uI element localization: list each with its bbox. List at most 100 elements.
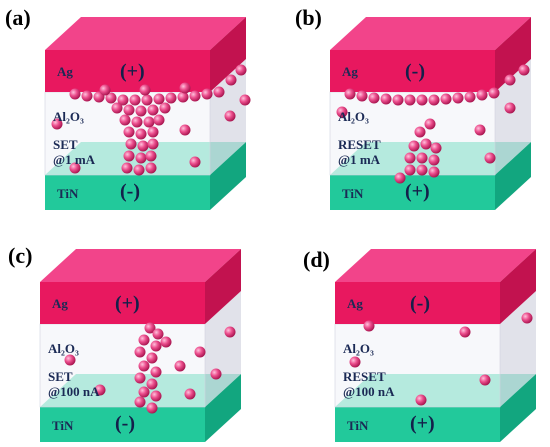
ag-top bbox=[40, 249, 241, 282]
ag-ion bbox=[69, 88, 81, 100]
ag-ion bbox=[504, 102, 516, 114]
ag-ion bbox=[150, 366, 162, 378]
oxide-front bbox=[334, 323, 501, 408]
panel-label: (b) bbox=[295, 5, 322, 30]
bottom-electrode: TiN bbox=[57, 186, 79, 201]
ag-ion bbox=[125, 138, 137, 150]
ag-ion bbox=[428, 94, 440, 106]
panel-label: (a) bbox=[5, 5, 31, 30]
tin-front bbox=[45, 175, 210, 210]
bottom-polarity: (-) bbox=[115, 413, 135, 435]
ag-ion bbox=[452, 92, 464, 104]
bottom-electrode: TiN bbox=[342, 186, 364, 201]
ag-ion bbox=[144, 322, 156, 334]
ag-ion bbox=[141, 94, 153, 106]
tin-front bbox=[40, 407, 205, 442]
ag-ion bbox=[184, 388, 196, 400]
ag-ion bbox=[94, 384, 106, 396]
ag-ion bbox=[420, 138, 432, 150]
ag-ion bbox=[235, 64, 247, 76]
ag-ion bbox=[146, 378, 158, 390]
ag-ion bbox=[81, 90, 93, 102]
ag-ion bbox=[336, 106, 348, 118]
ag-ion bbox=[179, 124, 191, 136]
ag-ion bbox=[111, 102, 123, 114]
bottom-electrode: TiN bbox=[347, 418, 369, 433]
ag-ion bbox=[138, 386, 150, 398]
tin-side bbox=[500, 374, 536, 442]
ag-ion bbox=[415, 394, 427, 406]
bottom-polarity: (-) bbox=[120, 181, 140, 203]
ag-ion bbox=[416, 152, 428, 164]
top-polarity: (-) bbox=[410, 293, 430, 315]
ag-ion bbox=[428, 154, 440, 166]
ag-ion bbox=[474, 124, 486, 136]
ag-ion bbox=[133, 164, 145, 176]
ag-ion bbox=[356, 90, 368, 102]
ag-ion bbox=[464, 91, 476, 103]
ag-top bbox=[45, 17, 246, 50]
top-electrode: Ag bbox=[52, 296, 68, 311]
ag-ion bbox=[394, 172, 406, 184]
ag-side bbox=[495, 17, 531, 92]
current-label: @100 nA bbox=[48, 384, 100, 399]
top-polarity: (-) bbox=[405, 61, 425, 83]
ag-ion bbox=[504, 74, 516, 86]
ag-ion bbox=[177, 91, 189, 103]
top-electrode: Ag bbox=[342, 64, 358, 79]
top-polarity: (+) bbox=[115, 293, 140, 315]
ag-ion bbox=[210, 368, 222, 380]
ag-ion bbox=[416, 164, 428, 176]
current-label: @100 nA bbox=[343, 384, 395, 399]
state-label: RESET bbox=[343, 369, 386, 384]
ag-ion bbox=[117, 94, 129, 106]
ag-ion bbox=[123, 126, 135, 138]
oxide-label: Al₂O₃ bbox=[53, 109, 84, 124]
ag-ion bbox=[392, 94, 404, 106]
ag-ion bbox=[159, 102, 171, 114]
tin-side bbox=[495, 142, 531, 210]
ag-ion bbox=[134, 372, 146, 384]
ag-front bbox=[330, 50, 495, 92]
ag-ion bbox=[416, 94, 428, 106]
ag-top bbox=[335, 249, 536, 282]
ag-front bbox=[335, 282, 500, 324]
bottom-polarity: (+) bbox=[405, 181, 430, 203]
ag-ion bbox=[145, 150, 157, 162]
ag-side bbox=[500, 249, 536, 324]
ag-ion bbox=[129, 94, 141, 106]
ag-ion bbox=[225, 74, 237, 86]
oxide-label: Al₂O₃ bbox=[48, 341, 79, 356]
ag-ion bbox=[123, 150, 135, 162]
ag-side bbox=[210, 17, 246, 92]
ag-ion bbox=[488, 87, 500, 99]
ag-ion bbox=[224, 110, 236, 122]
tin-front bbox=[330, 175, 495, 210]
ag-ion bbox=[408, 140, 420, 152]
ag-ion bbox=[440, 93, 452, 105]
ag-ion bbox=[428, 166, 440, 178]
ag-ion bbox=[105, 92, 117, 104]
ag-ion bbox=[521, 312, 533, 324]
ag-ion bbox=[160, 336, 172, 348]
ag-top bbox=[330, 17, 531, 50]
ag-ion bbox=[349, 356, 361, 368]
top-polarity: (+) bbox=[120, 61, 145, 83]
ag-ion bbox=[119, 114, 131, 126]
ag-ion bbox=[363, 320, 375, 332]
ag-ion bbox=[153, 93, 165, 105]
oxide-label: Al₂O₃ bbox=[338, 109, 369, 124]
ag-ion bbox=[51, 118, 63, 130]
top-electrode: Ag bbox=[57, 64, 73, 79]
tin-front bbox=[335, 407, 500, 442]
ag-ion bbox=[404, 94, 416, 106]
current-label: @1 mA bbox=[53, 152, 96, 167]
ag-ion bbox=[476, 89, 488, 101]
ag-ion bbox=[404, 152, 416, 164]
ag-ion bbox=[459, 326, 471, 338]
oxide-side bbox=[495, 59, 531, 175]
bottom-electrode: TiN bbox=[52, 418, 74, 433]
ag-ion bbox=[404, 164, 416, 176]
ag-ion bbox=[424, 118, 436, 130]
ag-ion bbox=[146, 352, 158, 364]
